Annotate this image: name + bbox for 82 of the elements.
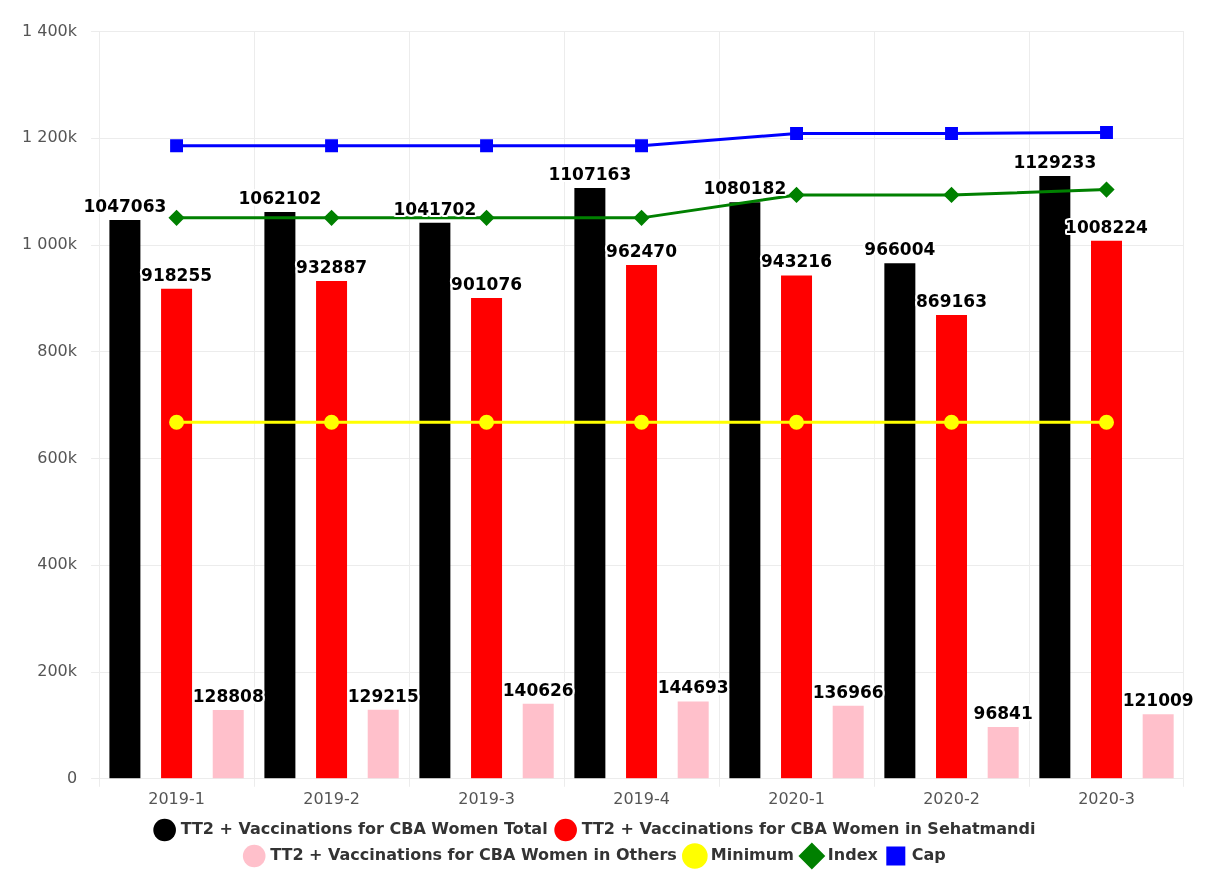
legend-label: TT2 + Vaccinations for CBA Women in Others: [270, 845, 677, 865]
point: [945, 127, 958, 140]
y-tick-label: 800k: [37, 340, 78, 360]
data-label: 1080182: [703, 178, 787, 199]
data-label: 1062102: [238, 187, 322, 208]
data-label: 1041702: [393, 198, 477, 219]
bar: [729, 202, 761, 779]
point: [634, 414, 650, 430]
x-tick-label: 2020-2: [923, 788, 980, 808]
data-label: 129215: [347, 685, 419, 706]
bar: [884, 263, 916, 779]
bar: [212, 710, 244, 779]
bar: [832, 705, 864, 779]
legend-label: TT2 + Vaccinations for CBA Women in Sehatmandi: [581, 819, 1036, 839]
bar: [1142, 714, 1174, 779]
bar: [781, 275, 813, 779]
point: [169, 210, 185, 226]
y-tick-label: 200k: [37, 661, 78, 681]
y-tick-label: 600k: [37, 447, 78, 467]
point: [479, 210, 495, 226]
bar: [109, 219, 141, 779]
data-label: 144693: [657, 677, 729, 698]
y-tick-label: 400k: [37, 554, 78, 574]
point: [789, 414, 805, 430]
bar: [522, 703, 554, 779]
x-tick-label: 2019-1: [148, 788, 205, 808]
y-tick-label: 0: [66, 767, 78, 787]
bar: [987, 727, 1019, 779]
x-tick-label: 2019-2: [303, 788, 360, 808]
bar: [367, 709, 399, 779]
data-label: 121009: [1122, 690, 1194, 711]
legend-label: Cap: [911, 845, 946, 865]
data-label: 966004: [864, 239, 936, 260]
bar: [936, 314, 968, 779]
point: [169, 414, 185, 430]
point: [479, 414, 495, 430]
point: [1099, 182, 1115, 198]
y-tick-label: 1 200k: [21, 127, 78, 147]
legend-label: Minimum: [710, 845, 794, 865]
point: [944, 187, 960, 203]
bar: [161, 288, 193, 779]
point: [480, 139, 493, 153]
bar: [471, 297, 503, 779]
bar: [316, 280, 348, 779]
bar: [1091, 240, 1122, 779]
point: [325, 139, 339, 153]
data-label: 1047063: [83, 195, 167, 216]
point: [789, 187, 805, 203]
data-label: 140626: [502, 679, 574, 700]
data-label: 96841: [973, 703, 1033, 724]
x-tick-label: 2020-1: [768, 788, 825, 808]
x-tick-label: 2020-3: [1078, 788, 1135, 808]
data-label: 932887: [296, 256, 368, 277]
y-tick-label: 1 400k: [21, 20, 78, 40]
data-label: 869163: [916, 290, 988, 311]
data-label: 901076: [451, 273, 523, 294]
point: [1100, 126, 1113, 139]
bar: [626, 265, 658, 779]
x-tick-label: 2019-4: [613, 788, 670, 808]
y-tick-label: 1 000k: [21, 234, 78, 254]
bar: [264, 211, 296, 779]
bar: [419, 222, 451, 779]
point: [634, 210, 650, 226]
point: [324, 414, 340, 430]
bar: [574, 187, 606, 779]
data-label: 128808: [192, 685, 264, 706]
point: [944, 414, 960, 430]
legend-label: TT2 + Vaccinations for CBA Women Total: [180, 819, 548, 839]
data-label: 962470: [606, 241, 678, 262]
data-label: 1129233: [1013, 152, 1097, 173]
data-label: 943216: [761, 251, 833, 272]
x-tick-label: 2019-3: [458, 788, 515, 808]
bar: [677, 701, 709, 779]
data-label: 918255: [141, 264, 213, 285]
data-label: 1107163: [548, 163, 632, 184]
point: [170, 139, 184, 153]
point: [790, 127, 803, 140]
point: [324, 210, 340, 226]
point: [1099, 414, 1115, 430]
data-label: 136966: [812, 681, 884, 702]
point: [635, 139, 648, 153]
legend-label: Index: [827, 845, 879, 865]
